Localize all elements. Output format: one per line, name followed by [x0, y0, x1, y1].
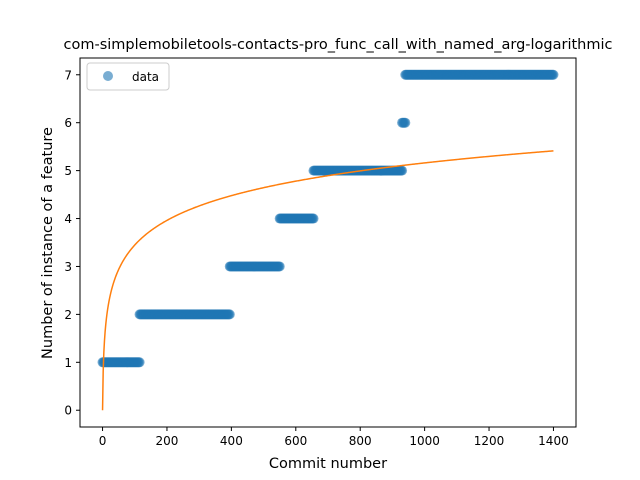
y-tick-label: 4	[64, 212, 72, 226]
legend-box	[86, 62, 170, 91]
fit-line	[101, 150, 554, 411]
legend: data	[86, 62, 170, 91]
data-point	[397, 165, 408, 176]
y-tick-label: 7	[64, 68, 72, 82]
plot-area	[97, 69, 559, 411]
x-tick-label: 800	[349, 434, 372, 448]
y-tick-label: 6	[64, 116, 72, 130]
y-tick-label: 0	[64, 404, 72, 418]
x-tick-label: 0	[99, 434, 107, 448]
x-tick-label: 200	[156, 434, 179, 448]
x-tick-label: 1400	[538, 434, 569, 448]
data-point	[308, 213, 319, 224]
legend-entry-data: data	[132, 70, 159, 84]
plot-frame	[79, 57, 577, 428]
data-point	[400, 117, 411, 128]
chart-title: com-simplemobiletools-contacts-pro_func_…	[64, 37, 613, 53]
y-axis: 0 1 2 3 4 5 6 7	[64, 68, 80, 418]
x-tick-label: 600	[284, 434, 307, 448]
data-point	[224, 309, 235, 320]
data-point	[274, 261, 285, 272]
legend-marker	[103, 71, 113, 81]
data-point	[548, 69, 559, 80]
y-tick-label: 5	[64, 164, 72, 178]
x-axis: 0 200 400 600 800 1000 1200 1400	[99, 427, 569, 448]
x-tick-label: 400	[220, 434, 243, 448]
data-point	[134, 357, 145, 368]
y-axis-label: Number of instance of a feature	[40, 127, 56, 359]
y-tick-label: 2	[64, 308, 72, 322]
x-tick-label: 1200	[474, 434, 505, 448]
x-tick-label: 1000	[409, 434, 440, 448]
x-axis-label: Commit number	[269, 456, 387, 472]
y-tick-label: 1	[64, 356, 72, 370]
y-tick-label: 3	[64, 260, 72, 274]
series-data-points	[97, 69, 559, 368]
